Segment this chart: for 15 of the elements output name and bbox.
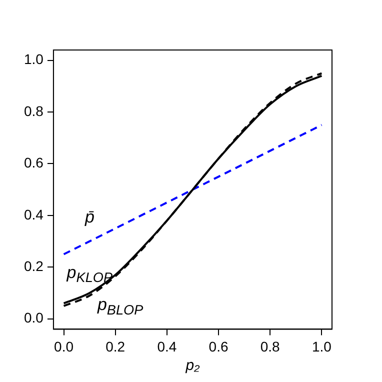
x-tick-label: 0.8 (260, 338, 280, 354)
y-tick-label: 0.6 (24, 154, 44, 171)
x-tick-label: 1.0 (312, 338, 332, 354)
y-tick-label: 1.0 (24, 51, 44, 68)
y-tick-label: 0.2 (24, 258, 44, 274)
y-tick-label: 0.8 (24, 102, 44, 119)
x-tick-label: 0.0 (54, 338, 74, 354)
x-tick-label: 0.2 (106, 338, 126, 354)
x-tick-label: 0.6 (208, 338, 228, 354)
annotation: p̄ (84, 207, 94, 226)
line-series (62, 124, 323, 256)
y-tick-label: 0.4 (24, 206, 44, 222)
y-tick-label: 0.0 (24, 310, 44, 326)
x-axis-title: p₂ (184, 357, 200, 374)
x-tick-label: 0.4 (157, 338, 177, 354)
